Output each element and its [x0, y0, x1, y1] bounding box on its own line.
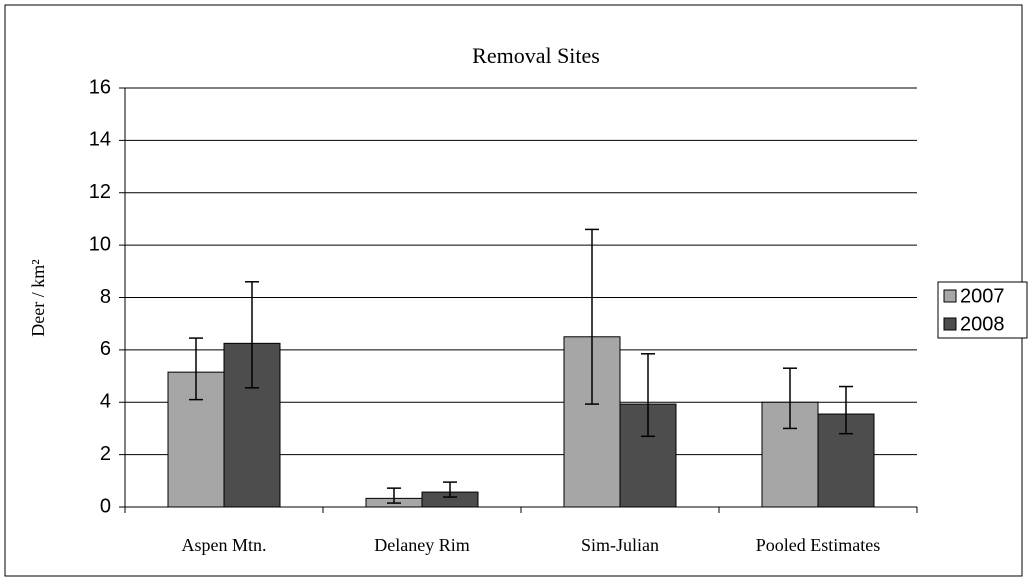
chart-title: Removal Sites — [472, 43, 600, 68]
y-tick-label: 10 — [89, 233, 111, 255]
y-tick-label: 0 — [100, 495, 111, 517]
x-tick-label: Sim-Julian — [581, 535, 659, 555]
legend-label: 2008 — [960, 313, 1005, 335]
legend-swatch — [943, 289, 957, 303]
bar — [761, 401, 819, 508]
y-tick-label: 8 — [100, 286, 111, 308]
y-tick-label: 12 — [89, 181, 111, 203]
y-tick-label: 4 — [100, 391, 111, 413]
y-tick-label: 6 — [100, 338, 111, 360]
y-axis-label: Deer / km² — [28, 259, 48, 336]
y-tick-label: 16 — [89, 76, 111, 98]
x-tick-label: Pooled Estimates — [756, 535, 881, 555]
x-tick-label: Delaney Rim — [374, 535, 469, 555]
legend-swatch — [943, 317, 957, 331]
y-tick-label: 14 — [89, 129, 111, 151]
x-tick-label: Aspen Mtn. — [182, 535, 267, 555]
y-tick-label: 2 — [100, 443, 111, 465]
legend-label: 2007 — [960, 285, 1005, 307]
